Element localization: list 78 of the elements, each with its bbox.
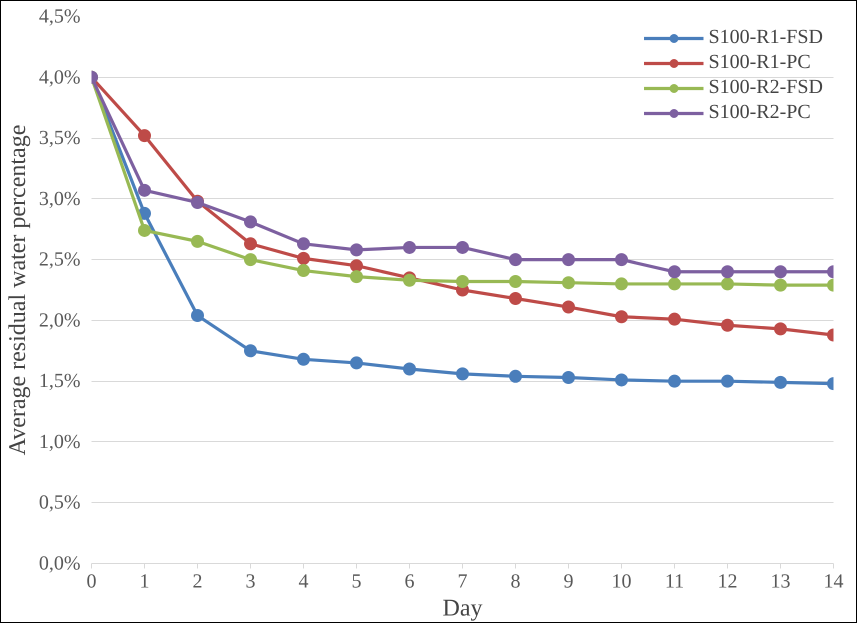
y-tick-label: 2,0%: [38, 309, 81, 332]
y-tick-label: 4,0%: [38, 66, 81, 88]
point: [562, 276, 575, 290]
point: [456, 275, 469, 288]
point: [244, 344, 257, 358]
x-tick-label: 8: [510, 570, 520, 592]
y-tick-label: 3,5%: [38, 127, 81, 150]
x-tick-label: 3: [246, 570, 256, 592]
point: [721, 374, 734, 388]
y-tick-label: 2,5%: [38, 248, 81, 271]
point: [668, 312, 681, 326]
point: [668, 265, 681, 278]
point: [615, 373, 628, 386]
y-tick-label: 0,0%: [38, 552, 81, 574]
point: [562, 300, 575, 314]
point: [244, 215, 257, 228]
x-tick-label: 13: [770, 570, 790, 592]
point: [721, 277, 734, 290]
point: [774, 278, 787, 292]
point: [668, 374, 681, 388]
y-tick-label: 4,5%: [38, 6, 81, 28]
x-tick-label: 12: [718, 570, 738, 592]
point: [350, 270, 363, 284]
point: [350, 356, 363, 370]
legend-label: S100-R1-PC: [708, 51, 811, 74]
point: [615, 253, 628, 266]
point: [721, 265, 734, 278]
point: [774, 322, 787, 336]
point: [138, 184, 151, 197]
x-tick-label: 2: [192, 570, 202, 592]
point: [403, 274, 416, 287]
x-tick-label: 6: [404, 570, 414, 592]
x-tick-label: 4: [298, 570, 308, 592]
point: [615, 310, 628, 324]
point: [403, 240, 416, 254]
y-tick-label: 1,5%: [38, 370, 81, 392]
point: [509, 292, 522, 305]
point: [774, 376, 787, 389]
point: [509, 370, 522, 383]
point: [615, 277, 628, 290]
point: [456, 240, 469, 254]
y-tick-label: 3,0%: [38, 188, 81, 210]
point: [456, 367, 469, 380]
x-tick-label: 7: [458, 570, 468, 592]
point: [350, 259, 363, 272]
legend-label: S100-R2-FSD: [708, 76, 823, 99]
point: [297, 237, 310, 250]
x-tick-label: 14: [824, 570, 844, 592]
x-axis-title: Day: [442, 596, 482, 622]
point: [191, 309, 204, 322]
legend-label: S100-R2-PC: [708, 101, 811, 124]
point: [721, 318, 734, 332]
point: [509, 275, 522, 288]
x-tick-label: 11: [664, 570, 684, 592]
point: [297, 352, 310, 366]
point: [350, 243, 363, 256]
point: [562, 253, 575, 266]
point: [509, 253, 522, 266]
x-tick-label: 9: [564, 570, 574, 592]
x-tick-label: 1: [140, 570, 150, 592]
point: [191, 234, 204, 248]
point: [774, 265, 787, 278]
legend-label: S100-R1-FSD: [708, 26, 823, 49]
point: [297, 264, 310, 278]
x-tick-label: 5: [352, 570, 362, 592]
point: [244, 237, 257, 250]
point: [297, 252, 310, 265]
point: [138, 129, 151, 142]
point: [138, 224, 151, 237]
y-tick-label: 0,5%: [38, 492, 81, 514]
y-tick-label: 1,0%: [38, 430, 81, 453]
point: [244, 253, 257, 266]
y-axis-title: Average residual water percentage: [4, 124, 31, 456]
point: [403, 362, 416, 376]
point: [668, 277, 681, 290]
x-tick-label: 10: [612, 570, 632, 592]
x-tick-label: 0: [86, 570, 96, 592]
point: [562, 371, 575, 384]
